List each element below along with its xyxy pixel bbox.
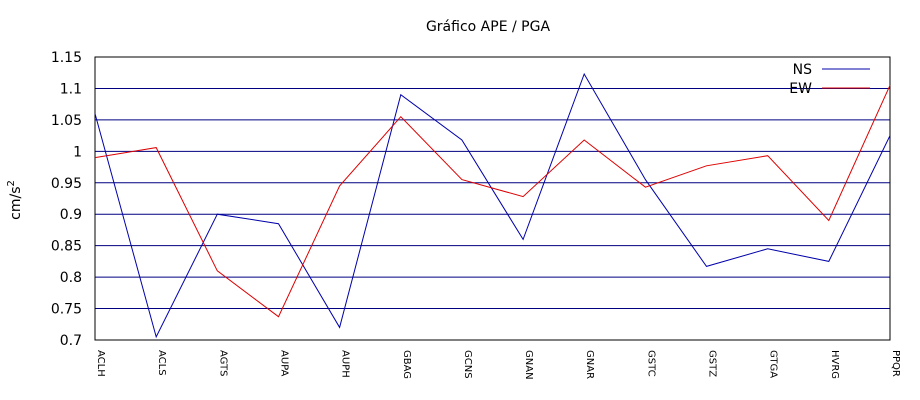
legend-label-ew: EW bbox=[789, 81, 812, 97]
x-tick-label: GSTC bbox=[645, 350, 656, 377]
y-tick-label: 1 bbox=[73, 144, 82, 160]
y-tick-label: 1.15 bbox=[51, 50, 82, 66]
x-tick-label: GTGA bbox=[768, 350, 779, 378]
x-tick-label: PPQR bbox=[890, 350, 901, 377]
y-tick-label: 0.7 bbox=[60, 333, 82, 349]
y-tick-label: 0.75 bbox=[51, 302, 82, 318]
x-tick-label: GBAG bbox=[401, 350, 412, 379]
x-tick-label: ACLH bbox=[95, 350, 106, 377]
x-tick-label: GNAN bbox=[523, 350, 534, 380]
series-line-ew bbox=[94, 85, 891, 318]
x-tick-label: HVRG bbox=[829, 350, 840, 379]
x-tick-label: AGTS bbox=[217, 350, 228, 377]
chart-title: Gráfico APE / PGA bbox=[426, 19, 550, 35]
series-lines bbox=[94, 72, 891, 339]
y-tick-label: 1.05 bbox=[51, 113, 82, 129]
y-tick-label: 0.85 bbox=[51, 239, 82, 255]
x-tick-label: GCNS bbox=[462, 350, 473, 379]
x-tick-label: AUPA bbox=[278, 350, 289, 377]
x-tick-label: AUPH bbox=[340, 350, 351, 378]
x-tick-label: GNAR bbox=[584, 350, 595, 379]
y-tick-label: 0.95 bbox=[51, 176, 82, 192]
legend: NS EW bbox=[789, 62, 870, 97]
legend-label-ns: NS bbox=[793, 62, 812, 78]
y-tick-label: 1.1 bbox=[60, 81, 82, 97]
y-axis-ticks: 0.7 0.75 0.8 0.85 0.9 0.95 1 1.05 1.1 1.15 bbox=[51, 50, 82, 349]
y-axis-label-superscript: 2 bbox=[6, 180, 17, 186]
series-line-ns bbox=[94, 72, 891, 339]
y-axis-label: cm/s2 bbox=[6, 180, 24, 220]
x-axis-ticks: ACLH ACLS AGTS AUPA AUPH GBAG GCNS GNAN GNAR GSTC… bbox=[95, 350, 901, 380]
x-tick-label: ACLS bbox=[156, 350, 167, 376]
y-tick-label: 0.8 bbox=[60, 270, 82, 286]
y-axis-label-text: cm/s bbox=[8, 187, 24, 220]
plot-frame bbox=[94, 56, 891, 341]
grid-lines bbox=[95, 87, 890, 310]
y-tick-label: 0.9 bbox=[60, 207, 82, 223]
x-tick-label: GSTZ bbox=[707, 350, 718, 377]
